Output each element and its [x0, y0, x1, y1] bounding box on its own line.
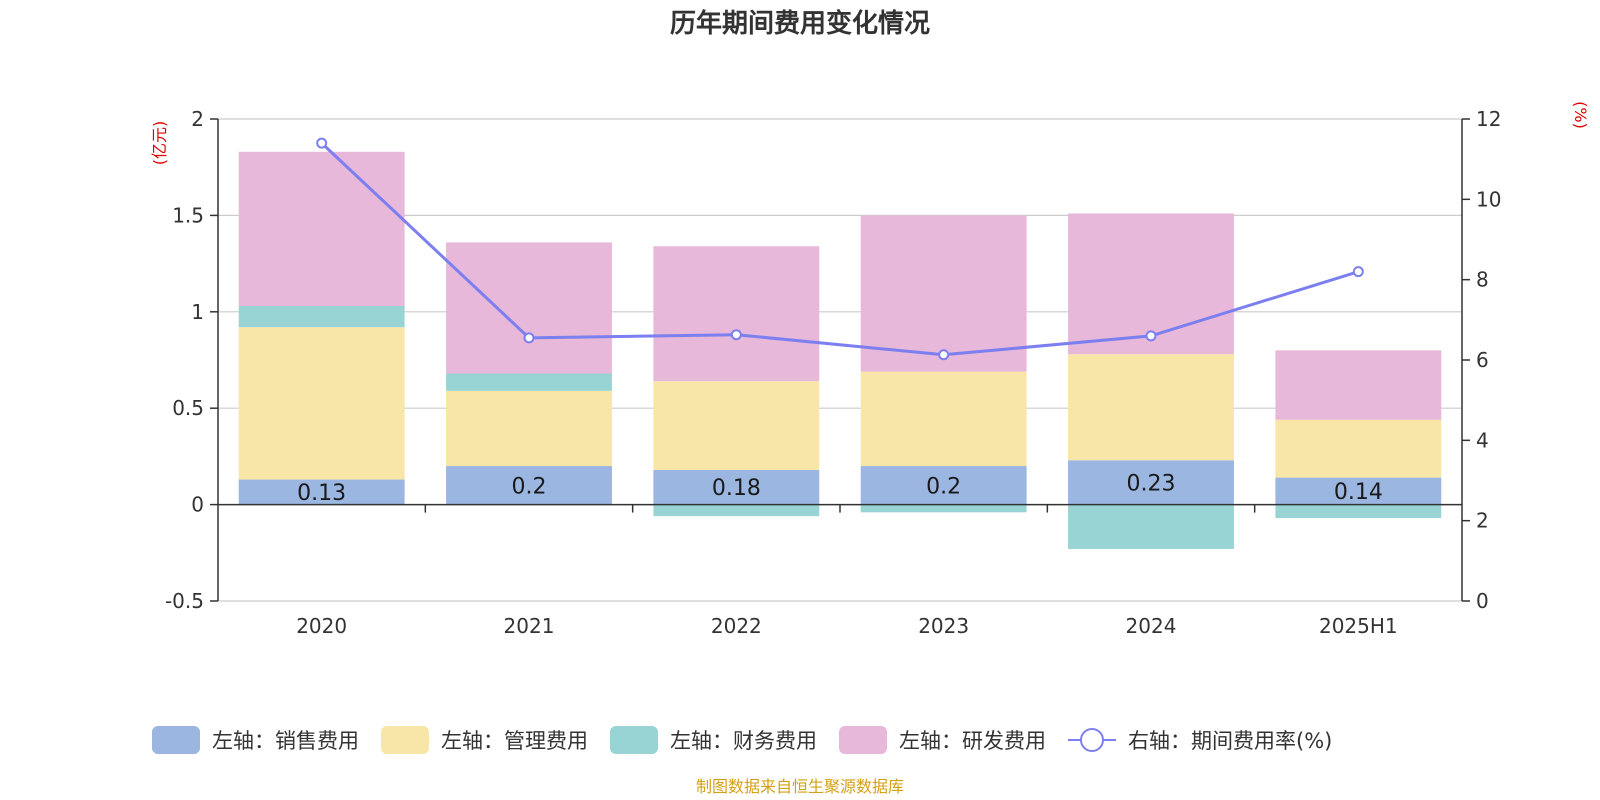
legend-marker [1080, 728, 1104, 752]
data-label: 0.14 [1334, 480, 1383, 505]
bar-segment[interactable] [238, 151, 405, 307]
data-label: 0.13 [297, 481, 346, 506]
left-axis-unit: (亿元) [150, 121, 169, 166]
bar-segment[interactable] [446, 373, 612, 391]
bar-segment[interactable] [238, 479, 405, 505]
legend-swatch [381, 726, 429, 754]
x-axis-category-label: 2021 [504, 614, 555, 638]
data-label: 0.23 [1127, 471, 1176, 496]
right-axis-tick-label: 12 [1476, 107, 1501, 131]
bar-segment[interactable] [1068, 354, 1234, 461]
left-axis-tick-label: 2 [191, 107, 204, 131]
data-label: 0.2 [512, 474, 547, 499]
legend-label: 右轴：期间费用率(%) [1128, 729, 1332, 753]
bar-segment[interactable] [1068, 460, 1234, 505]
right-axis-tick-label: 8 [1476, 268, 1489, 292]
x-axis-category-label: 2024 [1126, 614, 1177, 638]
legend-swatch [610, 726, 658, 754]
legend-label: 左轴：管理费用 [441, 729, 588, 753]
rate-point[interactable] [1145, 330, 1157, 342]
rate-point[interactable] [523, 332, 535, 344]
rate-line-series [316, 137, 1364, 361]
right-axis-unit: (%) [1571, 101, 1590, 129]
rate-line [320, 142, 1359, 357]
bar-segment[interactable] [1275, 477, 1442, 505]
x-axis-category-label: 2023 [918, 614, 969, 638]
bar-series [238, 151, 1442, 549]
data-label: 0.2 [926, 474, 961, 499]
left-axis-tick-label: 0 [191, 493, 204, 517]
bar-segment[interactable] [446, 466, 612, 505]
bar-segment[interactable] [860, 504, 1027, 513]
bar-segment[interactable] [860, 215, 1027, 372]
bar-segment[interactable] [860, 371, 1027, 467]
bar-segment[interactable] [446, 242, 612, 374]
source-note: 制图数据来自恒生聚源数据库 [696, 777, 904, 796]
left-axis-tick-label: 0.5 [172, 396, 204, 420]
bar-segment[interactable] [1275, 350, 1442, 420]
right-axis-tick-label: 2 [1476, 509, 1489, 533]
left-axis-tick-label: 1 [191, 300, 204, 324]
bar-segment[interactable] [653, 381, 820, 470]
bar-segment[interactable] [653, 504, 820, 517]
x-axis-category-label: 2022 [711, 614, 762, 638]
bar-segment[interactable] [446, 390, 612, 467]
legend-swatch [839, 726, 887, 754]
legend[interactable]: 左轴：销售费用 左轴：管理费用 左轴：财务费用 左轴：研发费用 右轴：期间费用率(%) [152, 726, 1332, 754]
right-axis-tick-label: 4 [1476, 428, 1489, 452]
bar-segment[interactable] [238, 306, 405, 328]
rate-point[interactable] [938, 349, 950, 361]
bar-segment[interactable] [653, 246, 820, 382]
bar-segment[interactable] [1275, 504, 1442, 519]
legend-label: 左轴：财务费用 [670, 729, 817, 753]
bar-segment[interactable] [1068, 504, 1234, 549]
legend-item[interactable]: 左轴：研发费用 [839, 726, 1046, 754]
right-axis-tick-label: 6 [1476, 348, 1489, 372]
legend-item[interactable]: 左轴：管理费用 [381, 726, 588, 754]
x-axis-category-label: 2025H1 [1319, 614, 1398, 638]
legend-item[interactable]: 右轴：期间费用率(%) [1068, 728, 1332, 753]
left-axis-tick-label: 1.5 [172, 203, 204, 227]
legend-label: 左轴：研发费用 [899, 729, 1046, 753]
right-axis-tick-label: 10 [1476, 187, 1501, 211]
bar-segment[interactable] [238, 327, 405, 480]
bar-segment[interactable] [1275, 419, 1442, 478]
right-axis-tick-label: 0 [1476, 589, 1489, 613]
legend-label: 左轴：销售费用 [212, 729, 359, 753]
legend-swatch [152, 726, 200, 754]
bar-segment[interactable] [860, 466, 1027, 505]
chart-title: 历年期间费用变化情况 [670, 8, 930, 39]
legend-item[interactable]: 左轴：销售费用 [152, 726, 359, 754]
legend-item[interactable]: 左轴：财务费用 [610, 726, 817, 754]
left-axis-tick-label: -0.5 [165, 589, 204, 613]
data-label: 0.18 [712, 476, 761, 501]
rate-point[interactable] [1352, 266, 1364, 278]
data-labels: 0.13 0.2 0.18 0.2 0.23 0.14 [297, 471, 1383, 506]
x-axis-category-label: 2020 [296, 614, 347, 638]
rate-point[interactable] [730, 329, 742, 341]
rate-point[interactable] [316, 137, 328, 149]
bar-segment[interactable] [653, 469, 820, 505]
